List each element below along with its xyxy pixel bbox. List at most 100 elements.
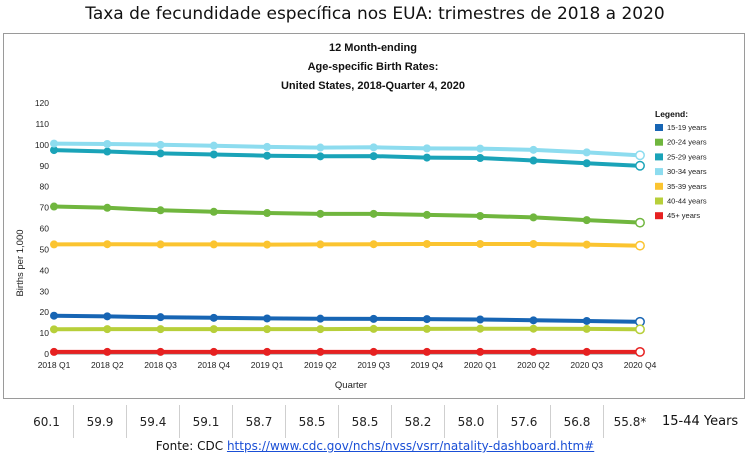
data-point[interactable] xyxy=(103,240,112,249)
line-chart: 12 Month-ending Age-specific Birth Rates… xyxy=(15,42,707,391)
data-point[interactable] xyxy=(50,240,58,249)
data-point[interactable] xyxy=(582,159,591,168)
data-point[interactable] xyxy=(369,240,378,249)
data-point[interactable] xyxy=(369,347,378,356)
data-point[interactable] xyxy=(209,325,218,334)
chart-title-line-2: Age-specific Birth Rates: xyxy=(308,61,439,73)
data-point[interactable] xyxy=(263,240,272,249)
data-point[interactable] xyxy=(582,148,591,157)
data-point[interactable] xyxy=(369,143,378,152)
data-point[interactable] xyxy=(50,311,58,320)
data-point[interactable] xyxy=(316,152,325,161)
data-point[interactable] xyxy=(635,160,645,171)
data-point[interactable] xyxy=(50,347,58,356)
data-point[interactable] xyxy=(316,240,325,249)
data-point[interactable] xyxy=(156,313,165,322)
data-point[interactable] xyxy=(103,347,112,356)
data-point[interactable] xyxy=(476,324,485,333)
data-point[interactable] xyxy=(156,347,165,356)
legend-label: 25-29 years xyxy=(667,152,707,161)
data-point[interactable] xyxy=(529,324,538,333)
data-point[interactable] xyxy=(50,202,58,211)
source-link[interactable]: https://www.cdc.gov/nchs/nvss/vsrr/natal… xyxy=(226,439,595,453)
data-point[interactable] xyxy=(263,325,272,334)
data-point[interactable] xyxy=(529,156,538,165)
data-point[interactable] xyxy=(316,209,325,218)
data-point[interactable] xyxy=(422,324,431,333)
data-point[interactable] xyxy=(156,149,165,158)
data-point[interactable] xyxy=(50,325,58,334)
y-tick-label: 100 xyxy=(35,140,49,150)
data-point[interactable] xyxy=(263,142,272,151)
data-point[interactable] xyxy=(582,347,591,356)
y-axis: 0 10 20 30 40 50 60 70 80 90 100 110 120 xyxy=(35,98,49,359)
data-point[interactable] xyxy=(316,143,325,152)
data-point[interactable] xyxy=(209,347,218,356)
data-point[interactable] xyxy=(369,314,378,323)
data-point[interactable] xyxy=(476,144,485,153)
x-axis-label: Quarter xyxy=(335,380,367,391)
data-point[interactable] xyxy=(209,313,218,322)
summary-row: 60.1 59.9 59.4 59.1 58.7 58.5 58.5 58.2 … xyxy=(20,405,738,438)
data-point[interactable] xyxy=(529,347,538,356)
data-point[interactable] xyxy=(369,209,378,218)
data-point[interactable] xyxy=(635,150,645,161)
data-point[interactable] xyxy=(582,240,591,249)
data-point[interactable] xyxy=(635,324,645,335)
data-point[interactable] xyxy=(476,211,485,220)
x-tick-label: 2018 Q3 xyxy=(144,360,177,370)
data-point[interactable] xyxy=(369,152,378,161)
data-point[interactable] xyxy=(422,210,431,219)
data-point[interactable] xyxy=(156,240,165,249)
data-point[interactable] xyxy=(263,151,272,160)
data-point[interactable] xyxy=(529,145,538,154)
data-point[interactable] xyxy=(263,347,272,356)
data-point[interactable] xyxy=(582,324,591,333)
legend-swatch xyxy=(655,197,663,205)
series-group xyxy=(50,139,645,357)
data-point[interactable] xyxy=(209,150,218,159)
data-point[interactable] xyxy=(422,347,431,356)
legend-swatch xyxy=(655,138,663,146)
data-point[interactable] xyxy=(635,346,645,357)
data-point[interactable] xyxy=(209,207,218,216)
data-point[interactable] xyxy=(529,213,538,222)
data-point[interactable] xyxy=(422,239,431,248)
data-point[interactable] xyxy=(422,315,431,324)
data-point[interactable] xyxy=(316,347,325,356)
data-point[interactable] xyxy=(50,146,58,155)
data-point[interactable] xyxy=(103,312,112,321)
data-point[interactable] xyxy=(476,315,485,324)
summary-cell: 55.8* xyxy=(603,405,656,438)
data-point[interactable] xyxy=(209,240,218,249)
data-point[interactable] xyxy=(529,316,538,325)
data-point[interactable] xyxy=(156,140,165,149)
data-point[interactable] xyxy=(156,325,165,334)
x-tick-label: 2020 Q3 xyxy=(570,360,603,370)
data-point[interactable] xyxy=(316,325,325,334)
data-point[interactable] xyxy=(263,314,272,323)
data-point[interactable] xyxy=(103,325,112,334)
data-point[interactable] xyxy=(635,217,645,228)
data-point[interactable] xyxy=(316,314,325,323)
data-point[interactable] xyxy=(156,206,165,215)
data-point[interactable] xyxy=(369,324,378,333)
data-point[interactable] xyxy=(263,209,272,218)
data-point[interactable] xyxy=(476,239,485,248)
data-point[interactable] xyxy=(50,139,58,148)
data-point[interactable] xyxy=(635,240,645,251)
data-point[interactable] xyxy=(582,216,591,225)
data-point[interactable] xyxy=(422,153,431,162)
data-point[interactable] xyxy=(476,347,485,356)
data-point[interactable] xyxy=(529,239,538,248)
data-point[interactable] xyxy=(582,316,591,325)
data-point[interactable] xyxy=(103,203,112,212)
y-tick-label: 10 xyxy=(40,328,50,338)
data-point[interactable] xyxy=(103,139,112,148)
legend-label: 35-39 years xyxy=(667,182,707,191)
data-point[interactable] xyxy=(209,141,218,150)
data-point[interactable] xyxy=(103,147,112,156)
data-point[interactable] xyxy=(476,154,485,163)
chart-title-line-3: United States, 2018-Quarter 4, 2020 xyxy=(281,80,465,92)
data-point[interactable] xyxy=(422,144,431,153)
